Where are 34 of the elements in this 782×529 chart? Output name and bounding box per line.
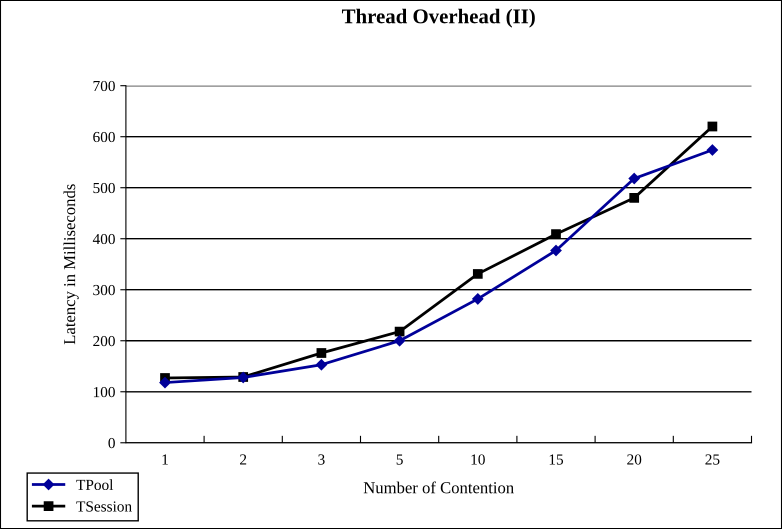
x-tick-label: 10: [472, 454, 485, 465]
x-tick-label: 3: [318, 454, 325, 465]
y-tick-label: 200: [93, 336, 115, 346]
x-tick-label: 1: [162, 454, 168, 464]
y-tick-label: 100: [94, 386, 115, 398]
point: [551, 229, 561, 239]
y-tick-label: 500: [93, 182, 115, 194]
y-tick-label: 700: [94, 80, 115, 92]
x-axis-title: Number of Contention: [364, 481, 514, 494]
point: [159, 376, 171, 388]
y-tick-label: 400: [92, 234, 115, 244]
x-tick-label: 25: [705, 454, 720, 465]
chart-title: Thread Overhead (II): [342, 8, 535, 28]
y-axis-title: Latency in Milliseconds: [64, 184, 79, 344]
x-tick-label: 15: [550, 454, 564, 465]
x-tick-label: 5: [396, 454, 403, 465]
point: [706, 144, 718, 156]
point: [708, 122, 718, 132]
point: [472, 293, 484, 305]
point: [316, 359, 328, 370]
x-tick-label: 2: [240, 454, 246, 464]
point: [629, 193, 640, 203]
x-tick-label: 20: [627, 454, 642, 465]
point: [550, 244, 562, 256]
legend-label: TPool: [76, 479, 114, 490]
y-tick-label: 300: [93, 284, 115, 296]
y-tick-label: 600: [93, 132, 115, 142]
legend-label: TSession: [76, 501, 132, 512]
point: [394, 326, 404, 336]
point: [394, 335, 406, 346]
point: [628, 172, 640, 184]
point: [316, 348, 326, 358]
point: [472, 269, 483, 279]
y-tick-label: 0: [108, 438, 115, 448]
